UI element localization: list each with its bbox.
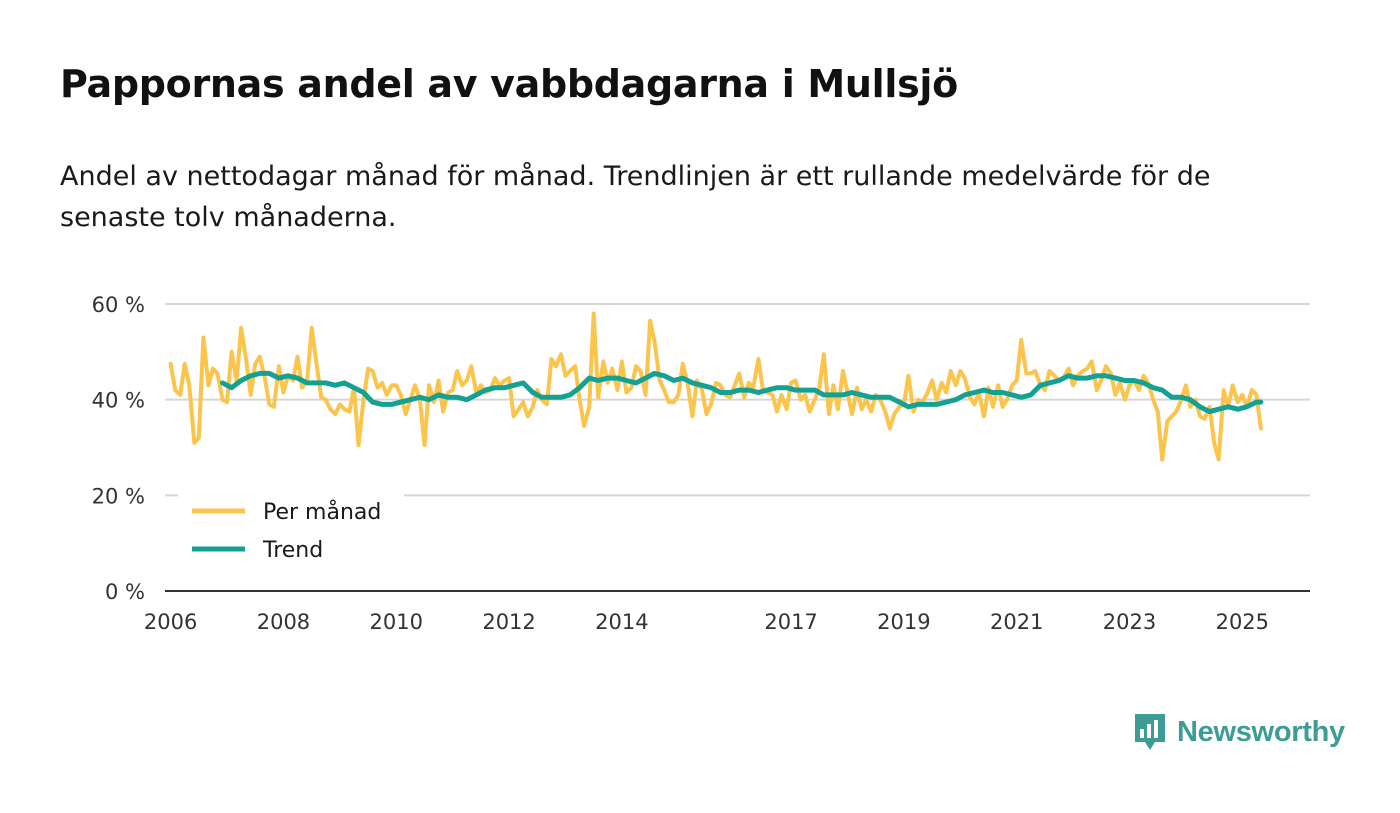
series-lines [168, 311, 1264, 462]
x-tick-label: 2017 [764, 610, 817, 634]
y-tick-label: 40 % [92, 389, 145, 413]
x-tick-label: 2006 [144, 610, 197, 634]
legend-label-per-manad: Per månad [263, 499, 381, 525]
y-tick-label: 60 % [92, 293, 145, 317]
legend: Per månad Trend [178, 490, 404, 572]
chart-subtitle: Andel av nettodagar månad för månad. Tre… [60, 161, 1211, 233]
legend-background [178, 490, 404, 572]
x-tick-label: 2021 [990, 610, 1043, 634]
x-tick-label: 2019 [877, 610, 930, 634]
gridlines [165, 303, 1310, 497]
newsworthy-logo: Newsworthy [1133, 712, 1345, 752]
newsworthy-logo-text: Newsworthy [1177, 715, 1345, 748]
x-tick-label: 2012 [482, 610, 535, 634]
series-line-trend [220, 370, 1264, 415]
series-line-per-manad [168, 311, 1263, 462]
x-axis-ticks: 2006 2008 2010 2012 2014 2017 2019 2021 2023 2025 [144, 610, 1269, 634]
chart-title: Pappornas andel av vabbdagarna i Mullsjö [60, 62, 958, 106]
newsworthy-logo-icon [1135, 714, 1165, 750]
y-tick-label: 0 % [105, 580, 145, 604]
y-tick-label: 20 % [92, 484, 145, 508]
x-tick-label: 2025 [1216, 610, 1269, 634]
x-tick-label: 2023 [1103, 610, 1156, 634]
x-tick-label: 2010 [370, 610, 423, 634]
x-tick-label: 2008 [257, 610, 310, 634]
legend-label-trend: Trend [262, 538, 323, 563]
y-axis-ticks: 0 % 20 % 40 % 60 % [92, 293, 145, 604]
x-tick-label: 2014 [595, 610, 648, 634]
line-chart: 2006 2008 2010 2012 2014 2017 2019 2021 2023 2025… [92, 293, 1310, 634]
